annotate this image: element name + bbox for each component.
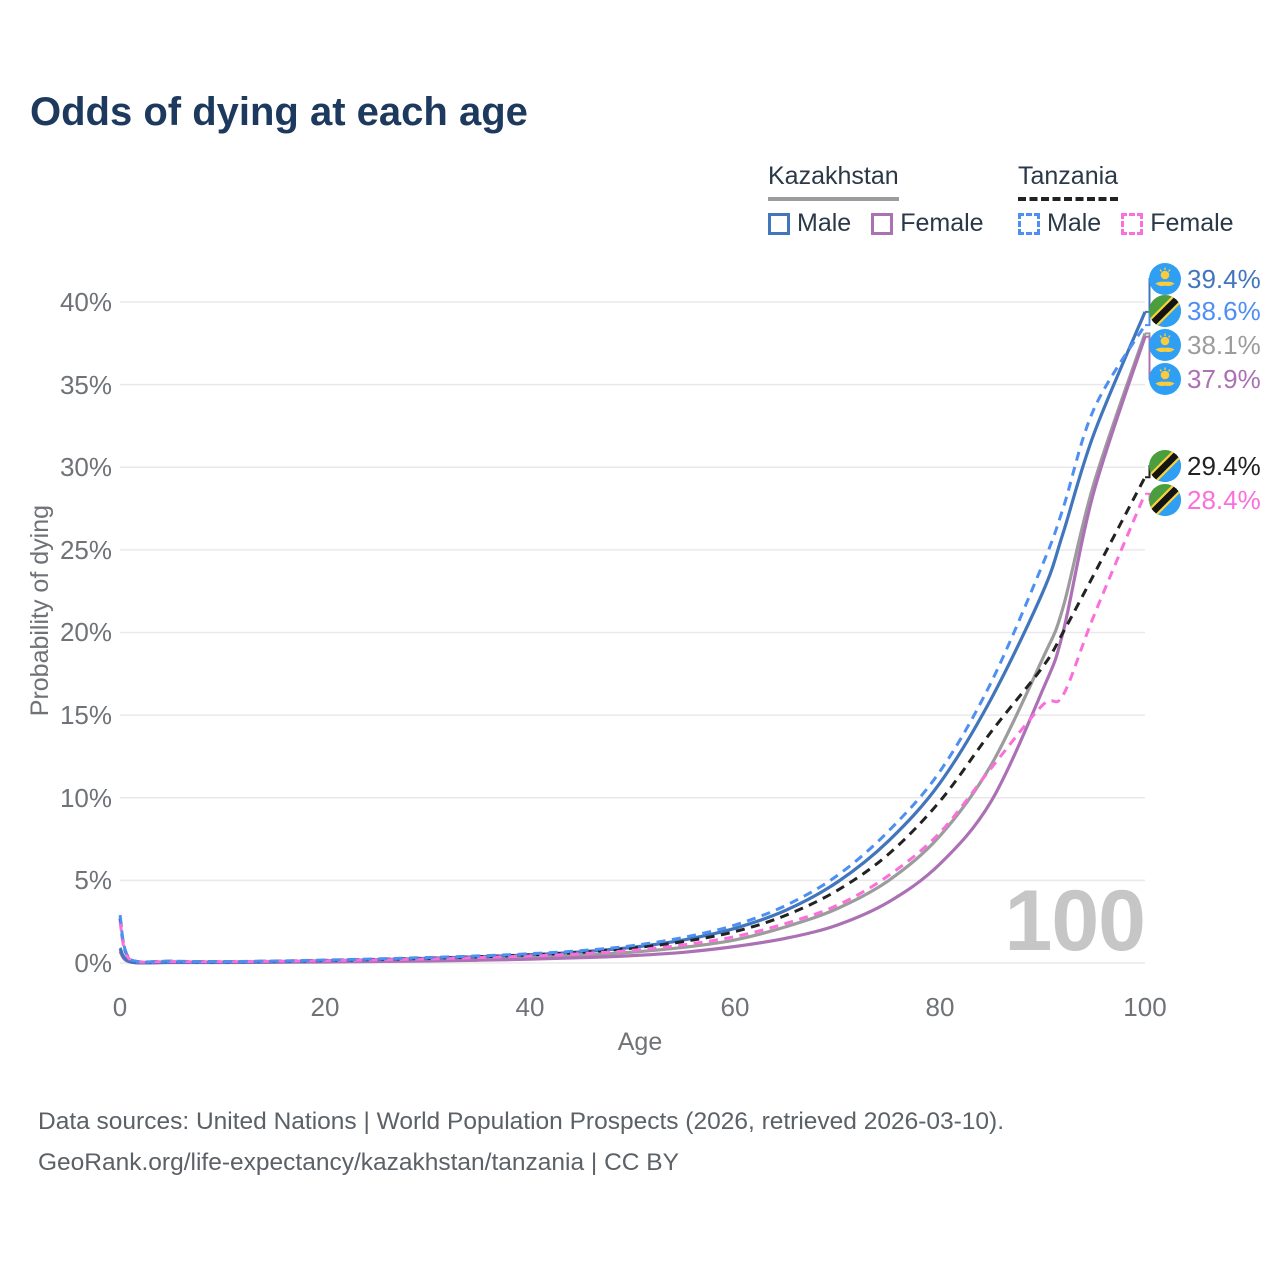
- series-line-kazakhstan-female[interactable]: [118, 336, 1147, 965]
- series-line-kazakhstan-male[interactable]: [118, 311, 1147, 965]
- kazakhstan-male-swatch-icon: [768, 212, 790, 235]
- x-axis-title: Age: [617, 1028, 663, 1056]
- kazakhstan-female-swatch-icon: [871, 212, 894, 235]
- tanzania-flag-icon: [1149, 295, 1181, 327]
- legend-country-kazakhstan[interactable]: Kazakhstan: [768, 162, 899, 201]
- series-line-tanzania-male[interactable]: [118, 324, 1147, 964]
- legend-label: Male: [1047, 209, 1102, 237]
- x-tick-60: 60: [720, 992, 750, 1022]
- legend-label: Male: [797, 209, 852, 237]
- y-tick-25: 25%: [59, 535, 112, 565]
- end-label-kazakhstan-female: 37.9%: [1149, 363, 1261, 395]
- end-value: 28.4%: [1187, 484, 1261, 515]
- y-tick-0: 0%: [74, 948, 112, 978]
- y-tick-40: 40%: [59, 287, 112, 317]
- end-value: 29.4%: [1187, 450, 1261, 481]
- end-value: 38.1%: [1187, 329, 1261, 360]
- legend-country-tanzania[interactable]: Tanzania: [1018, 162, 1119, 201]
- legend-label: Female: [900, 209, 984, 237]
- hover-age-watermark: 100: [1004, 873, 1147, 969]
- series-line-kazakhstan-both[interactable]: [118, 332, 1147, 965]
- attribution-link[interactable]: GeoRank.org/life-expectancy/kazakhstan/t…: [38, 1149, 679, 1176]
- kazakhstan-flag-icon: [1149, 263, 1181, 295]
- y-tick-5: 5%: [74, 865, 112, 895]
- kazakhstan-flag-icon: [1149, 363, 1181, 395]
- x-tick-80: 80: [925, 992, 955, 1022]
- y-tick-10: 10%: [59, 783, 112, 813]
- end-label-tanzania-male: 38.6%: [1149, 295, 1261, 327]
- end-label-kazakhstan-both: 38.1%: [1149, 329, 1261, 361]
- tanzania-flag-icon: [1149, 450, 1181, 482]
- legend-group-kazakhstan: Kazakhstan Male Female: [768, 162, 984, 238]
- end-label-tanzania-both: 29.4%: [1149, 450, 1261, 482]
- tanzania-male-swatch-icon: [1018, 212, 1040, 235]
- kazakhstan-flag-icon: [1149, 329, 1181, 361]
- end-value: 37.9%: [1187, 363, 1261, 394]
- end-label-kazakhstan-male: 39.4%: [1149, 263, 1261, 295]
- y-tick-20: 20%: [59, 617, 112, 647]
- x-tick-20: 20: [310, 992, 340, 1022]
- x-tick-40: 40: [515, 992, 545, 1022]
- legend-label: Female: [1150, 209, 1234, 237]
- series-line-tanzania-both[interactable]: [118, 476, 1147, 964]
- page-title: Odds of dying at each age: [30, 90, 528, 134]
- legend-item-kazakhstan-male[interactable]: Male: [768, 209, 851, 238]
- tanzania-female-swatch-icon: [1121, 212, 1144, 235]
- legend-item-tanzania-female[interactable]: Female: [1121, 209, 1234, 238]
- data-sources-note: Data sources: United Nations | World Pop…: [38, 1108, 1005, 1135]
- x-tick-0: 0: [112, 992, 128, 1022]
- y-tick-15: 15%: [59, 700, 112, 730]
- legend-group-tanzania: Tanzania Male Female: [1018, 162, 1234, 238]
- end-value: 38.6%: [1187, 295, 1261, 326]
- end-value: 39.4%: [1187, 263, 1261, 294]
- legend-item-tanzania-male[interactable]: Male: [1018, 209, 1101, 238]
- y-axis-title: Probability of dying: [26, 505, 54, 717]
- tanzania-flag-icon: [1149, 484, 1181, 516]
- y-tick-35: 35%: [59, 370, 112, 400]
- end-label-tanzania-female: 28.4%: [1149, 484, 1261, 516]
- legend-item-kazakhstan-female[interactable]: Female: [871, 209, 984, 238]
- x-tick-100: 100: [1123, 992, 1167, 1022]
- y-tick-30: 30%: [59, 452, 112, 482]
